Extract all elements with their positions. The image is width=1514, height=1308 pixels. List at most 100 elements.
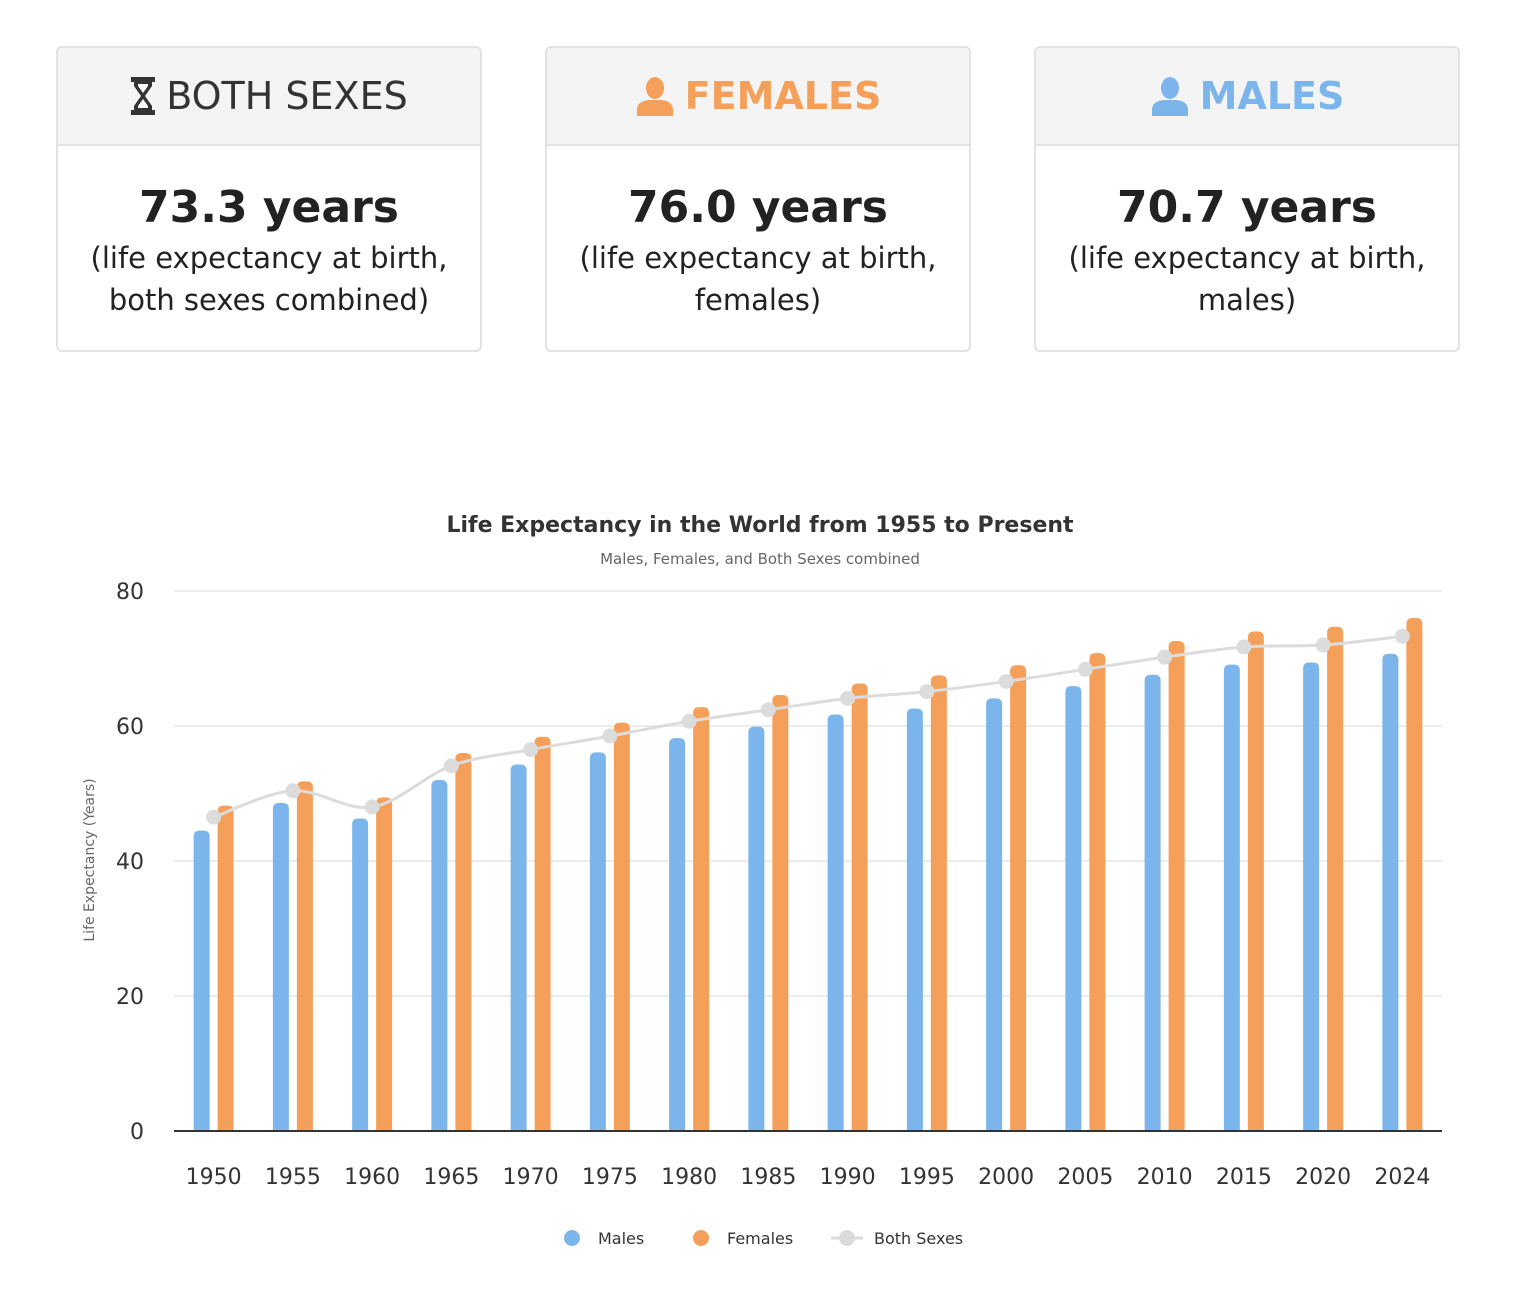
- both-sexes-point: [285, 783, 301, 799]
- legend-marker: [693, 1230, 709, 1246]
- card-value: 76.0 years: [628, 182, 888, 233]
- x-tick-label: 1960: [344, 1165, 400, 1190]
- females-bar: [613, 722, 630, 1131]
- x-tick-label: 1990: [820, 1165, 876, 1190]
- both-sexes-line: [206, 628, 1410, 825]
- legend-label: Females: [727, 1229, 793, 1248]
- males-bar: [669, 738, 686, 1131]
- males-bar: [986, 698, 1003, 1131]
- card-header: FEMALES: [547, 48, 969, 146]
- x-tick-label: 2024: [1374, 1165, 1430, 1190]
- chart-title: Life Expectancy in the World from 1955 t…: [446, 513, 1074, 538]
- males-bar: [748, 726, 765, 1131]
- males-bar: [1303, 662, 1320, 1131]
- females-bar: [851, 683, 868, 1131]
- both-sexes-point: [523, 742, 539, 758]
- axes: 0 20 40 60 80 1950 1955 1960 1965 1970 1975 1980 198…: [116, 580, 1442, 1190]
- males-bar: [1065, 686, 1082, 1131]
- males-bar: [510, 764, 527, 1131]
- legend-label: Males: [598, 1229, 644, 1248]
- card-females: FEMALES 76.0 years (life expectancy at b…: [545, 46, 971, 352]
- males-bar: [1144, 674, 1161, 1131]
- both-sexes-line-path: [213, 634, 1403, 819]
- females-bar: [455, 753, 472, 1131]
- x-tick-label: 1970: [503, 1165, 559, 1190]
- x-tick-label: 2010: [1137, 1165, 1193, 1190]
- females-bar: [693, 707, 710, 1131]
- x-tick-label: 1950: [186, 1165, 242, 1190]
- x-tick-label: 1955: [265, 1165, 321, 1190]
- males-bar: [827, 714, 844, 1131]
- card-males: MALES 70.7 years (life expectancy at bir…: [1034, 46, 1460, 352]
- legend: Males Females Both Sexes: [564, 1229, 963, 1248]
- males-bar: [272, 802, 289, 1131]
- x-tick-label: 2005: [1057, 1165, 1113, 1190]
- y-tick-label: 60: [116, 715, 144, 740]
- x-tick-label: 2000: [978, 1165, 1034, 1190]
- females-bar: [1168, 640, 1185, 1131]
- females-bar: [1089, 653, 1106, 1131]
- bars: [193, 618, 1423, 1131]
- females-bar: [1247, 631, 1264, 1131]
- females-bar: [376, 797, 393, 1131]
- both-sexes-point: [919, 684, 935, 700]
- card-title: MALES: [1199, 74, 1345, 118]
- legend-marker: [564, 1230, 580, 1246]
- card-desc-line1: (life expectancy at birth,: [90, 241, 448, 275]
- both-sexes-point: [998, 673, 1014, 689]
- card-desc-line1: (life expectancy at birth,: [1068, 241, 1426, 275]
- both-sexes-point: [1077, 661, 1093, 677]
- both-sexes-point: [1236, 639, 1252, 655]
- males-bar: [431, 780, 448, 1131]
- both-sexes-point: [760, 702, 776, 718]
- females-bar: [772, 694, 789, 1131]
- life-expectancy-chart: Life Expectancy in the World from 1955 t…: [82, 513, 1442, 1248]
- x-tick-label: 1995: [899, 1165, 955, 1190]
- card-desc-line1: (life expectancy at birth,: [579, 241, 937, 275]
- males-bar: [906, 708, 923, 1131]
- person-icon: [635, 76, 675, 116]
- y-tick-label: 0: [130, 1120, 144, 1145]
- x-tick-label: 2015: [1216, 1165, 1272, 1190]
- card-desc-line2: males): [1197, 283, 1297, 317]
- card-description: (life expectancy at birth, females): [547, 237, 969, 321]
- card-header: MALES: [1036, 48, 1458, 146]
- card-both-sexes: BOTH SEXES 73.3 years (life expectancy a…: [56, 46, 482, 352]
- card-desc-line2: both sexes combined): [108, 283, 430, 317]
- card-value: 73.3 years: [139, 182, 399, 233]
- person-icon: [1150, 76, 1190, 116]
- card-title: BOTH SEXES: [166, 74, 408, 118]
- females-bar: [1406, 618, 1423, 1131]
- card-description: (life expectancy at birth, males): [1036, 237, 1458, 321]
- card-value: 70.7 years: [1117, 182, 1377, 233]
- males-bar: [1382, 653, 1399, 1131]
- x-tick-label: 1980: [661, 1165, 717, 1190]
- females-bar: [1327, 626, 1344, 1131]
- chart-subtitle: Males, Females, and Both Sexes combined: [600, 550, 920, 568]
- females-bar: [296, 781, 313, 1131]
- females-bar: [217, 805, 234, 1131]
- legend-item: Females: [693, 1229, 793, 1248]
- card-desc-line2: females): [694, 283, 822, 317]
- x-tick-label: 1975: [582, 1165, 638, 1190]
- both-sexes-point: [1315, 637, 1331, 653]
- card-title: FEMALES: [684, 74, 882, 118]
- females-bar: [930, 675, 947, 1131]
- hourglass-icon: [130, 76, 156, 116]
- both-sexes-point: [681, 713, 697, 729]
- both-sexes-point: [1394, 628, 1410, 644]
- x-tick-label: 1965: [423, 1165, 479, 1190]
- card-header: BOTH SEXES: [58, 48, 480, 146]
- card-description: (life expectancy at birth, both sexes co…: [58, 237, 480, 321]
- y-tick-label: 80: [116, 580, 144, 605]
- both-sexes-point: [364, 799, 380, 815]
- legend-marker: [839, 1230, 855, 1246]
- both-sexes-point: [443, 758, 459, 774]
- legend-item: Males: [564, 1229, 644, 1248]
- both-sexes-point: [206, 809, 222, 825]
- x-tick-label: 1985: [740, 1165, 796, 1190]
- males-bar: [1223, 664, 1240, 1131]
- males-bar: [193, 830, 210, 1131]
- y-tick-label: 20: [116, 985, 144, 1010]
- both-sexes-point: [840, 690, 856, 706]
